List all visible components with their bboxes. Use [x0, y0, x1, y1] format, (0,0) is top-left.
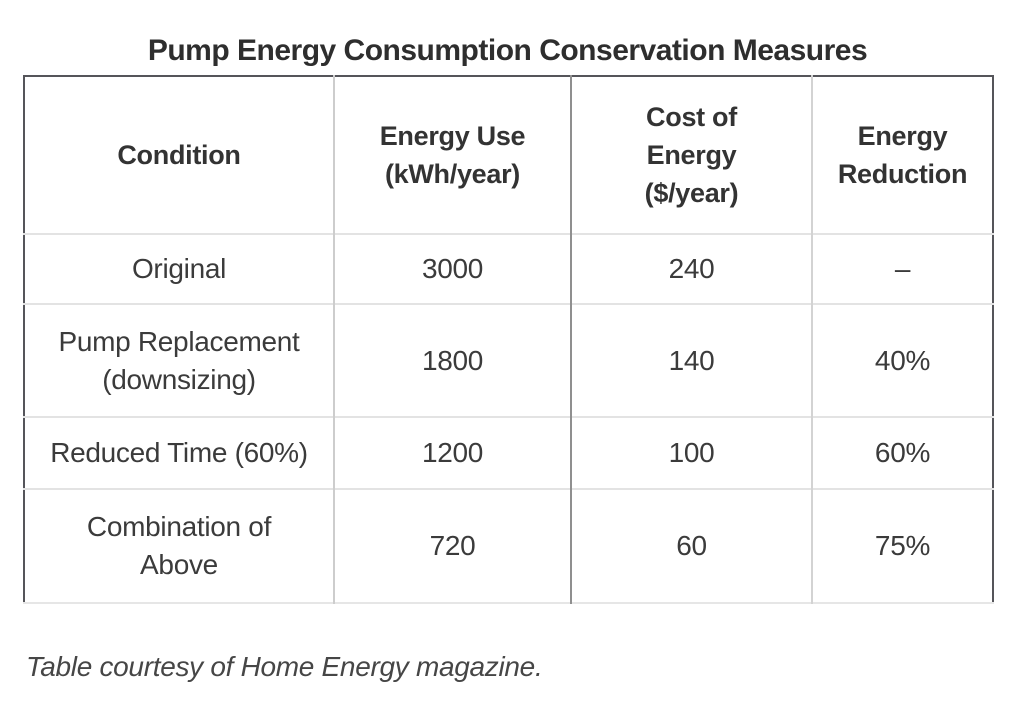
cell-reduction: 75%	[874, 530, 931, 561]
cell-cost: 100	[571, 417, 813, 489]
cell-energy-use: 1800	[334, 304, 572, 417]
cell-energy-use: 720	[334, 489, 572, 603]
table-row-combination: Combination of Above 720 60 75%	[24, 489, 993, 603]
cell-condition: Combination of Above	[24, 489, 335, 603]
table-row-pump-replacement: Pump Replacement (downsizing) 1800 140 4…	[24, 304, 993, 417]
column-header-cost-of-energy: Cost of Energy ($/year)	[571, 76, 813, 234]
column-header-condition: Condition	[24, 76, 335, 234]
cell-energy-use: 1200	[334, 417, 572, 489]
cell-energy-use: 3000	[334, 234, 572, 304]
cell-cost: 60	[571, 489, 813, 603]
cell-reduction: –	[894, 253, 911, 284]
cell-reduction: 60%	[874, 437, 931, 468]
energy-table: Condition Energy Use (kWh/year) Cost of …	[23, 75, 994, 604]
table-caption: Table courtesy of Home Energy magazine.	[26, 651, 543, 682]
header-row: Condition Energy Use (kWh/year) Cost of …	[24, 76, 993, 234]
column-header-energy-reduction: Energy Reduction	[837, 121, 968, 189]
cell-reduction: 40%	[874, 344, 931, 376]
cell-condition: Reduced Time (60%)	[24, 417, 335, 489]
cell-cost: 140	[571, 304, 813, 417]
column-header-energy-use: Energy Use (kWh/year)	[334, 76, 572, 234]
table-row-original: Original 3000 240 –	[24, 234, 993, 304]
cell-condition: Original	[24, 234, 335, 304]
table-row-reduced-time: Reduced Time (60%) 1200 100 60%	[24, 417, 993, 489]
cell-cost: 240	[571, 234, 813, 304]
table-title: Pump Energy Consumption Conservation Mea…	[147, 34, 868, 67]
cell-condition: Pump Replacement (downsizing)	[24, 304, 335, 417]
